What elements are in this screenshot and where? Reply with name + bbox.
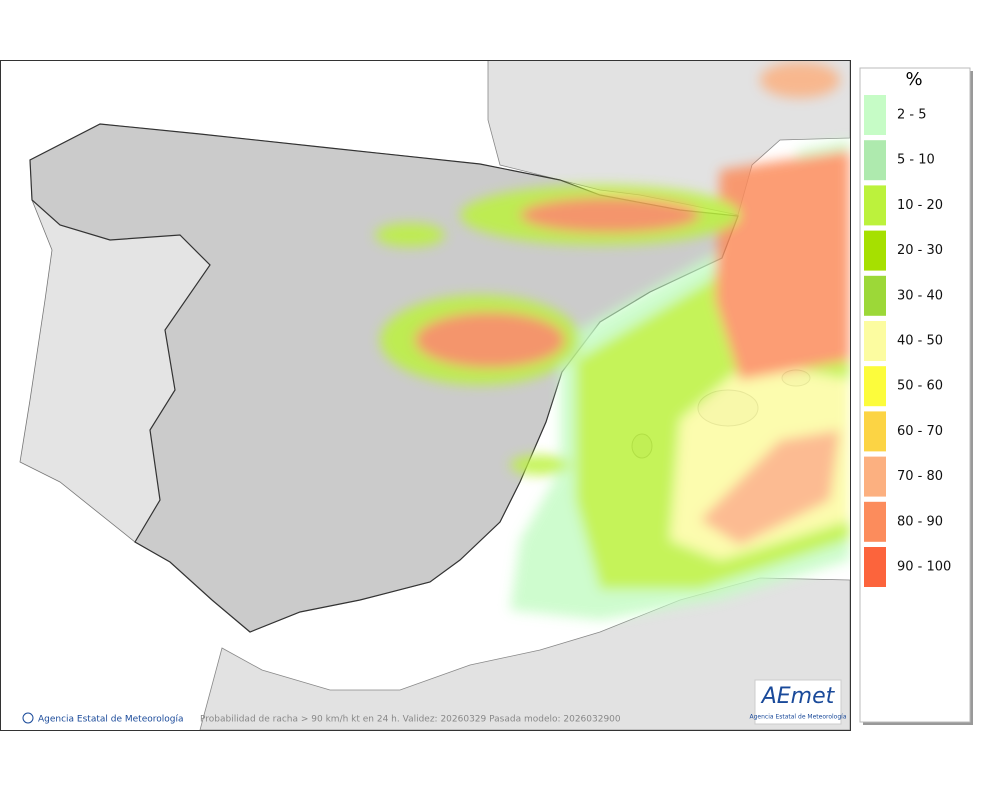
logo: AEmet [760,684,836,709]
map: AEmet Agencia Estatal de Meteorología Ag… [1,60,850,730]
legend-swatch [864,411,886,452]
legend-label: 10 - 20 [897,198,943,213]
west-band [375,223,445,247]
gulf-top [760,62,840,98]
legend-label: 30 - 40 [897,288,943,303]
legend-title: % [905,69,922,90]
north-core [520,197,700,233]
caption: Probabilidad de racha > 90 km/h kt en 24… [200,715,621,725]
levante [510,455,570,475]
legend-swatch [864,547,886,587]
africa [199,577,850,730]
legend-swatch [864,456,886,497]
legend-swatch [864,230,886,271]
legend-label: 80 - 90 [897,514,943,529]
legend-label: 70 - 80 [897,469,943,484]
legend-swatch [864,185,886,226]
credit: Agencia Estatal de Meteorología [38,715,184,725]
legend-label: 40 - 50 [897,334,943,349]
field-top [715,150,850,380]
legend-label: 5 - 10 [897,153,935,168]
legend-items: 2 - 5 5 - 10 10 - 20 20 - 30 30 - 40 40 - 50 5… [864,95,951,587]
legend-swatch [864,501,886,542]
legend-swatch [864,275,886,316]
legend-swatch [864,321,886,361]
field-top-south [700,430,840,545]
probability-field [375,62,850,620]
legend-label: 20 - 30 [897,243,943,258]
legend-swatch [864,140,886,181]
legend-swatch [864,95,886,135]
legend-label: 50 - 60 [897,379,943,394]
logo-box [754,679,842,725]
legend-label: 60 - 70 [897,424,943,439]
legend-swatch [864,366,886,407]
legend-label: 90 - 100 [897,560,951,575]
map-frame [0,60,851,731]
logo-subtitle: Agencia Estatal de Meteorología [750,714,847,721]
copyright-icon [22,712,34,724]
center-core [415,312,565,368]
legend-label: 2 - 5 [897,108,927,123]
